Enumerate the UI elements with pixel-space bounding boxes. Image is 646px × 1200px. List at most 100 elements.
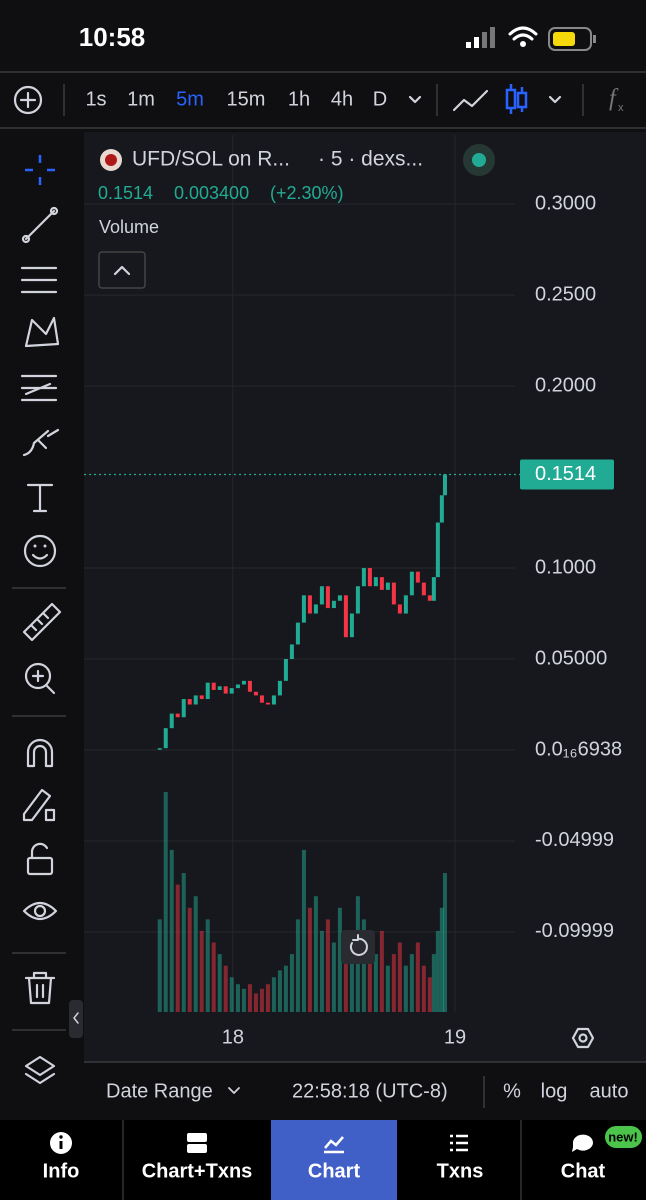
candle bbox=[283, 659, 288, 681]
y-tick-label: 0.0₁₆6938 bbox=[535, 738, 622, 760]
candle bbox=[325, 586, 330, 609]
brush-tool[interactable] bbox=[22, 428, 60, 457]
reset-chart[interactable] bbox=[341, 930, 375, 964]
crosshair-tool[interactable] bbox=[25, 155, 55, 185]
candle bbox=[271, 695, 276, 705]
zoom-tool[interactable] bbox=[24, 662, 56, 695]
volume-bar bbox=[283, 965, 288, 1012]
volume-bar bbox=[193, 896, 198, 1012]
candle bbox=[253, 691, 258, 696]
volume-bar bbox=[241, 988, 246, 1012]
candle bbox=[403, 595, 408, 614]
chart-style-menu[interactable] bbox=[548, 95, 562, 104]
text-tool[interactable] bbox=[26, 483, 54, 513]
candle bbox=[265, 702, 270, 705]
status-icons bbox=[466, 26, 596, 51]
last-price: 0.1514 bbox=[98, 183, 153, 203]
timeframe-button[interactable]: 5m bbox=[176, 88, 204, 110]
layers-tool[interactable] bbox=[24, 1055, 56, 1085]
percent-toggle[interactable]: % bbox=[503, 1080, 521, 1102]
candle bbox=[331, 600, 336, 609]
volume-bar bbox=[397, 942, 402, 1012]
timeframe-menu[interactable] bbox=[408, 95, 422, 104]
indicators-button[interactable]: f bbox=[609, 86, 619, 112]
date-range-menu[interactable] bbox=[228, 1087, 240, 1094]
lock-tool[interactable] bbox=[26, 842, 54, 876]
candle bbox=[397, 604, 402, 614]
x-tick-label: 18 bbox=[222, 1026, 244, 1048]
add-button[interactable] bbox=[13, 85, 43, 115]
timeframe-button[interactable]: D bbox=[373, 88, 387, 110]
volume-bar bbox=[307, 907, 312, 1012]
candle bbox=[205, 682, 210, 700]
indicators-button-x: x bbox=[618, 102, 624, 114]
volume-bar bbox=[403, 965, 408, 1012]
timeframe-button[interactable]: 1h bbox=[288, 88, 310, 110]
candle bbox=[175, 713, 180, 718]
delete-tool[interactable] bbox=[24, 971, 56, 1005]
volume-bar bbox=[421, 965, 426, 1012]
pattern-tool[interactable] bbox=[24, 316, 60, 348]
date-range[interactable]: Date Range bbox=[106, 1080, 213, 1102]
hide-tool[interactable] bbox=[22, 901, 58, 921]
candle bbox=[435, 522, 440, 578]
y-tick-label: 0.3000 bbox=[535, 192, 596, 214]
source: · 5 · dexs... bbox=[318, 148, 423, 171]
auto-toggle[interactable]: auto bbox=[590, 1080, 629, 1102]
candle bbox=[367, 568, 372, 587]
y-tick-label: -0.04999 bbox=[535, 829, 614, 851]
candle bbox=[187, 699, 192, 705]
candle bbox=[229, 688, 234, 694]
candle bbox=[379, 577, 384, 590]
volume-bar bbox=[277, 970, 282, 1012]
nav-txns[interactable]: Txns bbox=[437, 1160, 484, 1182]
emoji-tool[interactable] bbox=[23, 534, 57, 568]
line-style-button[interactable] bbox=[452, 89, 489, 112]
volume-bar bbox=[442, 873, 447, 1012]
volume-bar bbox=[385, 965, 390, 1012]
timeframe-button[interactable]: 15m bbox=[227, 88, 266, 110]
prediction-tool[interactable] bbox=[20, 374, 58, 402]
volume-bar bbox=[415, 942, 420, 1012]
ruler-tool[interactable] bbox=[22, 602, 62, 642]
volume-bar bbox=[427, 977, 432, 1012]
timeframe-button[interactable]: 1m bbox=[127, 88, 155, 110]
volume-bar bbox=[223, 965, 228, 1012]
clock: 10:58 bbox=[79, 22, 146, 52]
candle bbox=[319, 586, 324, 605]
volume-bar bbox=[163, 792, 168, 1012]
symbol[interactable]: UFD/SOL on R... bbox=[132, 148, 290, 171]
log-toggle[interactable]: log bbox=[541, 1080, 568, 1102]
timeframe-button[interactable]: 4h bbox=[331, 88, 353, 110]
status-indicator bbox=[463, 144, 495, 176]
nav-chart[interactable]: Chart bbox=[308, 1160, 361, 1182]
fib-tool[interactable] bbox=[20, 266, 58, 294]
magnet-tool[interactable] bbox=[26, 738, 54, 768]
collapse-legend[interactable] bbox=[98, 251, 146, 289]
candle bbox=[421, 582, 426, 596]
price-label: 0.1514 bbox=[535, 463, 596, 485]
collapse-toolbar[interactable] bbox=[69, 1000, 83, 1038]
nav-chart-txns[interactable]: Chart+Txns bbox=[142, 1160, 253, 1182]
volume-bar bbox=[217, 954, 222, 1012]
y-tick-label: 0.2000 bbox=[535, 374, 596, 396]
candle bbox=[289, 644, 294, 660]
candle bbox=[337, 595, 342, 601]
candle bbox=[247, 680, 252, 692]
timeframe-button[interactable]: 1s bbox=[85, 88, 106, 110]
nav-chat[interactable]: Chat bbox=[561, 1160, 606, 1182]
volume-bar bbox=[301, 849, 306, 1012]
candle bbox=[313, 604, 318, 614]
clock-utc: 22:58:18 (UTC-8) bbox=[292, 1080, 448, 1102]
chart-settings[interactable] bbox=[571, 1027, 595, 1049]
lock-draw-tool[interactable] bbox=[22, 788, 56, 822]
candle bbox=[355, 586, 360, 614]
candle-style-button[interactable] bbox=[505, 84, 528, 114]
candle bbox=[169, 713, 174, 729]
volume-bar bbox=[235, 984, 240, 1012]
nav-info[interactable]: Info bbox=[43, 1160, 80, 1182]
trend-line-tool[interactable] bbox=[21, 206, 59, 244]
candle bbox=[349, 613, 354, 638]
change: 0.003400 bbox=[174, 183, 249, 203]
